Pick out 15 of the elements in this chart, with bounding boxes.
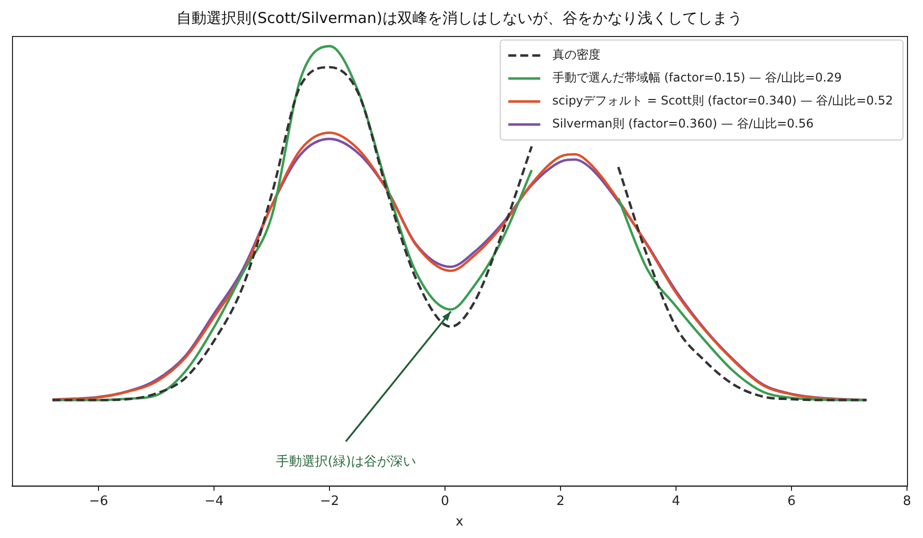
x-tick-label: 2 [556, 494, 565, 509]
legend-label: 真の密度 [552, 48, 600, 62]
x-tick-label: 8 [902, 494, 912, 509]
legend-label: Silverman則 (factor=0.360) — 谷/山比=0.56 [552, 116, 814, 131]
chart-title: 自動選択則(Scott/Silverman)は双峰を消しはしないが、谷をかなり浅くしてしまう [176, 8, 742, 27]
x-tick-label: 4 [672, 494, 680, 509]
x-tick-label: 6 [787, 494, 796, 509]
x-tick-label: 0 [440, 494, 450, 509]
x-tick-label: −6 [89, 494, 108, 509]
x-tick-label: −2 [320, 494, 340, 509]
annotation: 手動選択(緑)は谷が深い [276, 454, 416, 470]
x-axis-title: x [456, 514, 464, 530]
x-tick-label: −4 [204, 494, 224, 509]
legend-label: scipyデフォルト = Scott則 (factor=0.340) — 谷/山比=0.52 [552, 94, 894, 108]
legend-label: 手動で選んだ帯域幅 (factor=0.15) — 谷/山比=0.29 [552, 70, 842, 85]
